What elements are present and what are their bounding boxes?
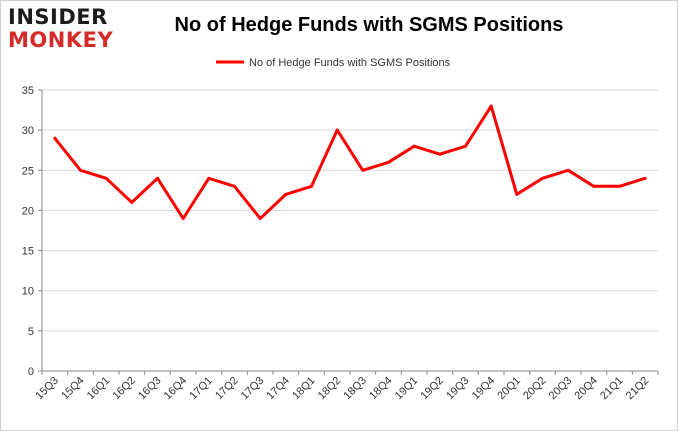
- data-point: [566, 168, 570, 172]
- x-tick-label: 19Q1: [393, 375, 421, 403]
- data-point: [233, 184, 236, 188]
- y-tick-label: 0: [28, 366, 34, 378]
- data-point: [387, 160, 390, 164]
- x-tick-label: 17Q2: [213, 375, 241, 403]
- data-point: [207, 176, 211, 180]
- data-point: [361, 168, 365, 172]
- x-tick-label: 18Q1: [290, 375, 318, 403]
- x-tick-label: 21Q1: [598, 375, 626, 403]
- data-point: [335, 128, 339, 132]
- data-point: [156, 176, 159, 180]
- series-line: [53, 104, 646, 220]
- chart-legend: No of Hedge Funds with SGMS Positions: [216, 57, 451, 69]
- data-point: [489, 104, 493, 108]
- data-point: [310, 184, 313, 188]
- x-tick-label: 16Q2: [110, 375, 138, 403]
- data-point: [592, 184, 596, 188]
- data-point: [284, 192, 288, 196]
- y-tick-label: 5: [28, 326, 34, 338]
- y-tick-label: 20: [22, 205, 34, 217]
- x-tick-label: 16Q3: [136, 375, 164, 403]
- x-tick-label: 16Q1: [85, 375, 113, 403]
- x-tick-label: 15Q4: [59, 375, 87, 403]
- x-tick-label: 20Q2: [521, 375, 549, 403]
- x-tick-label: 20Q1: [495, 375, 523, 403]
- data-point: [258, 216, 262, 220]
- logo-line-1: INSIDER: [8, 5, 108, 29]
- x-tick-label: 17Q3: [239, 375, 267, 403]
- insider-monkey-logo: INSIDER MONKEY: [8, 6, 128, 54]
- x-tick-label: 18Q4: [367, 375, 395, 403]
- logo-line-2: MONKEY: [8, 28, 114, 52]
- data-point: [53, 136, 57, 140]
- x-tick-label: 17Q4: [264, 375, 292, 403]
- data-point: [79, 168, 82, 172]
- x-tick-label: 20Q4: [572, 375, 600, 403]
- x-tick-label: 18Q2: [316, 375, 344, 403]
- series-layer: [53, 104, 647, 220]
- data-point: [643, 176, 647, 180]
- y-tick-label: 30: [22, 125, 34, 137]
- y-tick-label: 25: [22, 165, 34, 177]
- chart-title: No of Hedge Funds with SGMS Positions: [174, 14, 564, 36]
- data-point: [412, 144, 416, 148]
- data-point: [181, 216, 185, 220]
- data-point: [438, 152, 442, 156]
- y-tick-label: 10: [22, 286, 34, 298]
- x-tick-label: 20Q3: [547, 375, 575, 403]
- x-tick-label: 19Q3: [444, 375, 472, 403]
- x-tick-label: 19Q4: [470, 375, 498, 403]
- x-tick-label: 16Q4: [162, 375, 190, 403]
- data-point: [541, 176, 544, 180]
- data-point: [515, 192, 519, 196]
- x-tick-label: 21Q2: [624, 375, 652, 403]
- data-point: [104, 176, 108, 180]
- x-tick-label: 19Q2: [418, 375, 446, 403]
- data-point: [618, 184, 621, 188]
- data-point: [130, 200, 134, 204]
- x-tick-label: 17Q1: [187, 375, 215, 403]
- y-tick-label: 15: [22, 246, 34, 258]
- x-tick-label: 15Q3: [33, 375, 61, 403]
- legend-label: No of Hedge Funds with SGMS Positions: [249, 57, 451, 69]
- data-point: [464, 144, 467, 148]
- x-tick-label: 18Q3: [341, 375, 369, 403]
- grid-layer: [42, 89, 658, 332]
- y-tick-label: 35: [22, 85, 34, 97]
